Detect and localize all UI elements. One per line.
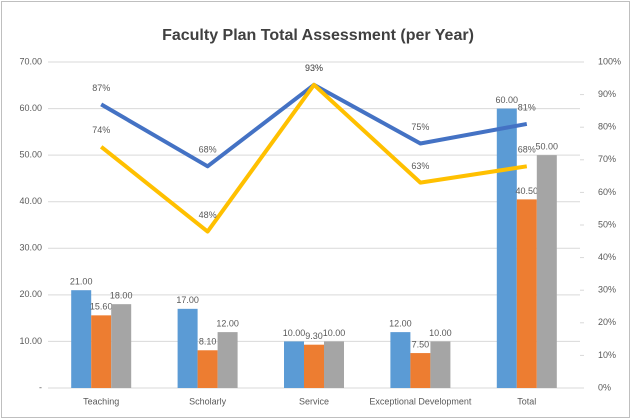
bar [304, 344, 324, 388]
bar [91, 315, 112, 388]
bar-value-label: 40.50 [516, 186, 539, 196]
line-value-label: 93% [305, 63, 323, 73]
y-tick-label: 20.00 [19, 289, 42, 299]
y2-tick-label: 70% [598, 154, 616, 164]
y2-tick-label: 100% [598, 56, 621, 66]
bar-value-label: 17.00 [176, 295, 199, 305]
bar [430, 341, 451, 388]
bar-value-label: 12.00 [389, 318, 412, 328]
y-tick-label: 50.00 [19, 150, 42, 160]
y-tick-label: 70.00 [19, 56, 42, 66]
line-value-label: 81% [518, 102, 536, 112]
bar [177, 308, 198, 388]
y-tick-label: 30.00 [19, 243, 42, 253]
line-value-label: 87% [92, 83, 110, 93]
line-value-label: 74% [92, 125, 110, 135]
bar-value-label: 8.10 [199, 337, 217, 347]
y2-tick-label: 80% [598, 122, 616, 132]
x-tick-label: Total [517, 396, 536, 406]
chart-title: Faculty Plan Total Assessment (per Year) [162, 27, 474, 44]
bar [496, 108, 517, 389]
bar [324, 341, 344, 388]
line-value-label: 93% [305, 63, 323, 73]
x-tick-label: Exceptional Development [369, 396, 472, 406]
bar-value-label: 60.00 [496, 95, 519, 105]
bar-value-label: 10.00 [283, 328, 306, 338]
x-tick-label: Teaching [83, 396, 119, 406]
y-tick-label: 60.00 [19, 103, 42, 113]
bar [217, 332, 238, 388]
bar-value-label: 7.50 [412, 339, 430, 349]
y2-tick-label: 0% [598, 382, 611, 392]
y2-tick-label: 90% [598, 89, 616, 99]
y-tick-label: - [39, 382, 42, 392]
y2-tick-label: 50% [598, 219, 616, 229]
y-tick-label: 10.00 [19, 336, 42, 346]
bar-value-label: 50.00 [536, 142, 559, 152]
bar [197, 350, 218, 388]
y-tick-label: 40.00 [19, 196, 42, 206]
line-value-label: 68% [199, 145, 217, 155]
bar [410, 353, 431, 388]
line-value-label: 75% [411, 122, 429, 132]
bar [111, 304, 132, 388]
bar [71, 290, 92, 388]
bar-value-label: 12.00 [216, 318, 239, 328]
y2-tick-label: 60% [598, 187, 616, 197]
x-tick-label: Scholarly [189, 396, 227, 406]
line-value-label: 48% [199, 210, 217, 220]
bar-value-label: 9.30 [305, 331, 323, 341]
line-value-label: 68% [518, 145, 536, 155]
line [99, 82, 528, 234]
bar-value-label: 10.00 [323, 328, 346, 338]
y2-tick-label: 20% [598, 317, 616, 327]
bar-value-label: 10.00 [429, 328, 452, 338]
y2-tick-label: 10% [598, 350, 616, 360]
bar-value-label: 21.00 [70, 277, 93, 287]
x-tick-label: Service [299, 396, 329, 406]
y2-tick-label: 40% [598, 252, 616, 262]
bar [284, 341, 304, 388]
bar [536, 155, 557, 388]
y2-tick-label: 30% [598, 285, 616, 295]
bar [516, 199, 537, 388]
bar [390, 332, 411, 388]
bar-value-label: 18.00 [110, 291, 133, 301]
bar-value-label: 15.60 [90, 302, 113, 312]
line-value-label: 63% [411, 161, 429, 171]
